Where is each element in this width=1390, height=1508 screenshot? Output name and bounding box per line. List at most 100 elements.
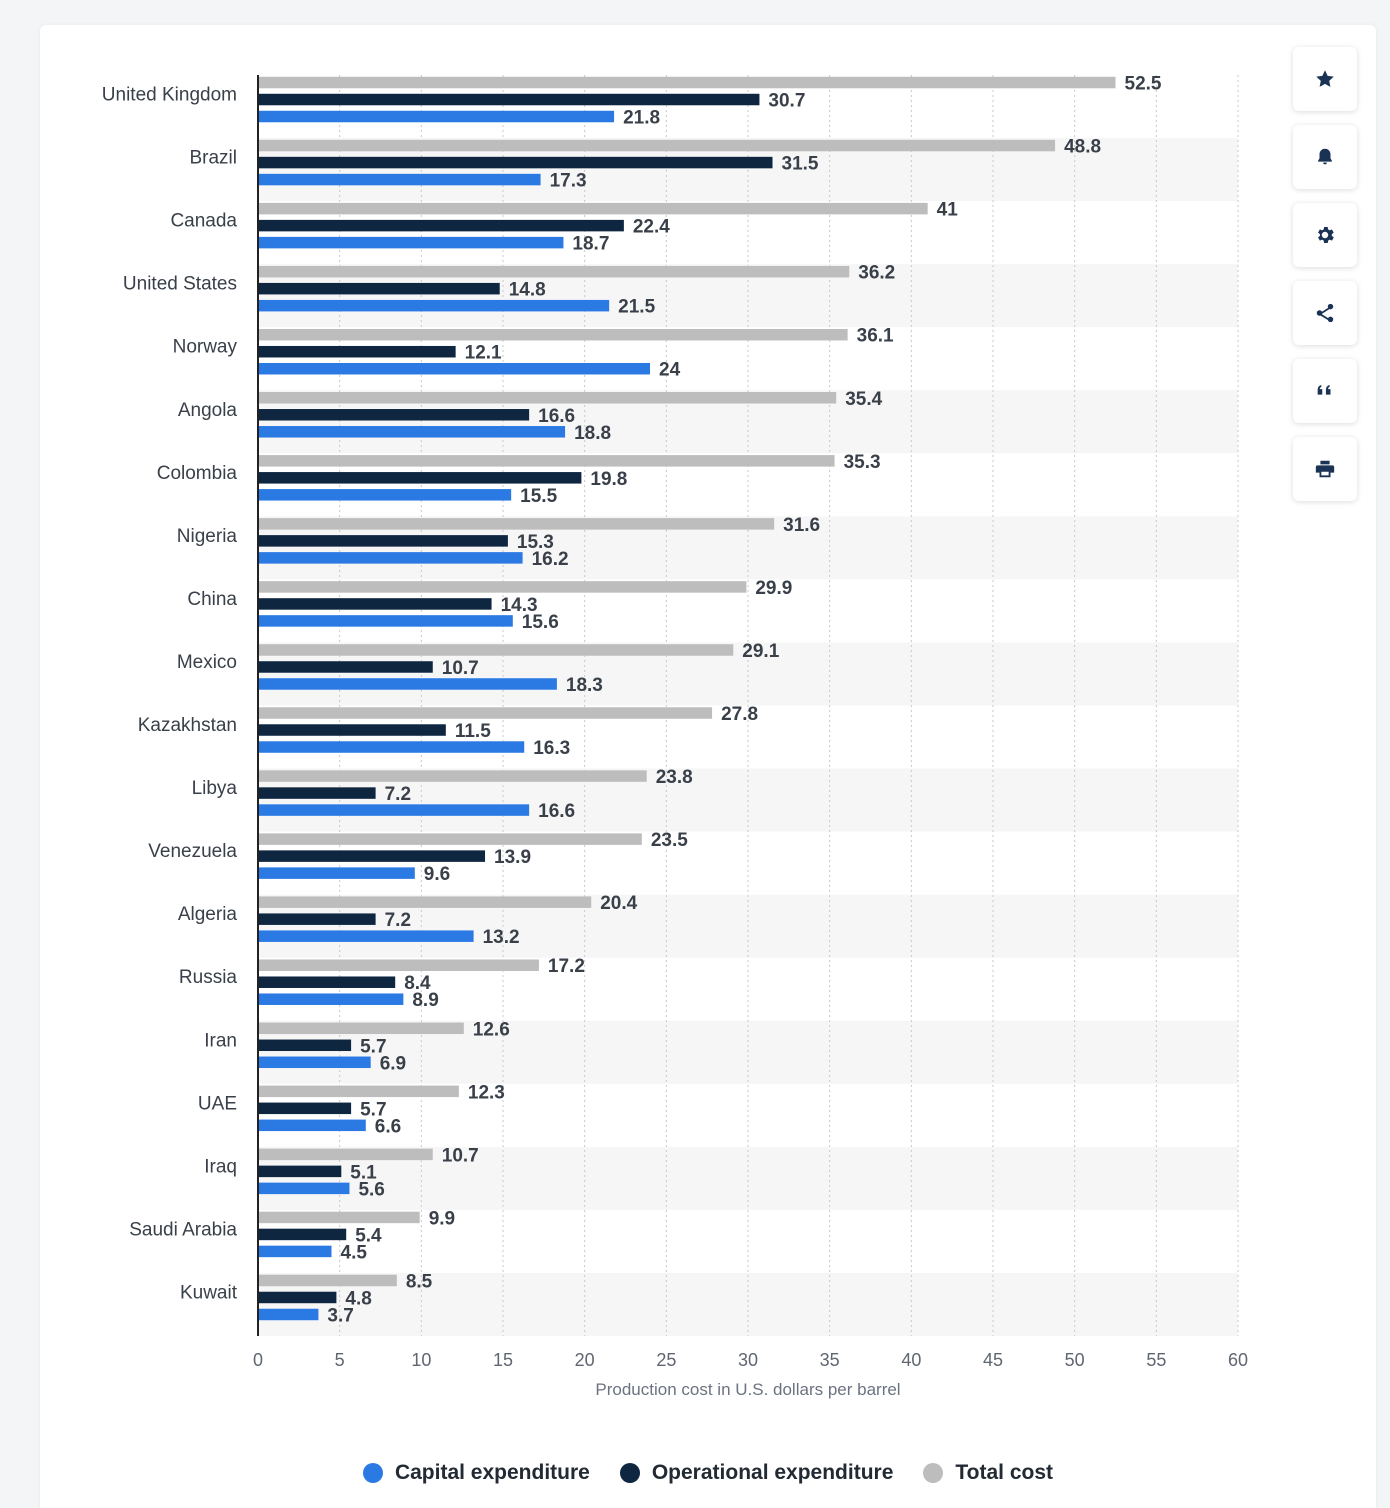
bar-capital-expenditure[interactable]	[258, 930, 474, 942]
bar-operational-expenditure[interactable]	[258, 724, 446, 736]
legend-item-total[interactable]: Total cost	[923, 1461, 1053, 1485]
bar-capital-expenditure[interactable]	[258, 867, 415, 879]
bar-operational-expenditure[interactable]	[258, 850, 486, 862]
bar-total-cost[interactable]	[258, 518, 775, 530]
bar-operational-expenditure[interactable]	[258, 976, 396, 988]
bar-operational-expenditure[interactable]	[258, 156, 773, 169]
bar-total-cost[interactable]	[258, 139, 1056, 152]
bar-capital-expenditure[interactable]	[258, 1308, 319, 1321]
bar-capital-expenditure[interactable]	[258, 173, 541, 186]
value-label: 9.9	[429, 1208, 455, 1229]
bar-operational-expenditure[interactable]	[258, 535, 508, 547]
legend-item-operational[interactable]: Operational expenditure	[619, 1461, 893, 1485]
bar-total-cost[interactable]	[258, 707, 713, 719]
x-tick-label: 0	[253, 1350, 263, 1370]
favorite-button[interactable]	[1293, 47, 1357, 111]
bar-capital-expenditure[interactable]	[258, 110, 615, 123]
bar-capital-expenditure[interactable]	[258, 804, 530, 816]
category-label: UAE	[198, 1093, 237, 1114]
print-button[interactable]	[1293, 437, 1357, 501]
bar-operational-expenditure[interactable]	[258, 598, 492, 610]
value-label: 22.4	[633, 217, 670, 238]
toolbar	[1293, 47, 1357, 515]
bar-operational-expenditure[interactable]	[258, 409, 530, 421]
bar-operational-expenditure[interactable]	[258, 93, 760, 106]
value-label: 30.7	[768, 91, 805, 112]
value-label: 31.5	[782, 154, 819, 175]
bar-capital-expenditure[interactable]	[258, 236, 564, 249]
bar-capital-expenditure[interactable]	[258, 615, 513, 627]
bar-total-cost[interactable]	[258, 1085, 459, 1098]
value-label: 20.4	[600, 893, 637, 914]
bar-total-cost[interactable]	[258, 392, 837, 404]
settings-button[interactable]	[1293, 203, 1357, 267]
bar-total-cost[interactable]	[258, 1274, 397, 1287]
bar-operational-expenditure[interactable]	[258, 345, 456, 358]
x-tick-label: 40	[901, 1350, 921, 1370]
bar-operational-expenditure[interactable]	[258, 913, 376, 925]
category-label: Colombia	[157, 463, 238, 484]
bar-operational-expenditure[interactable]	[258, 282, 500, 295]
bar-capital-expenditure[interactable]	[258, 1245, 332, 1258]
bar-total-cost[interactable]	[258, 265, 850, 278]
bar-operational-expenditure[interactable]	[258, 1165, 342, 1178]
bar-total-cost[interactable]	[258, 455, 835, 467]
bar-capital-expenditure[interactable]	[258, 552, 523, 564]
bar-operational-expenditure[interactable]	[258, 661, 433, 673]
x-tick-label: 35	[820, 1350, 840, 1370]
value-label: 18.8	[574, 423, 611, 444]
bar-total-cost[interactable]	[258, 202, 928, 215]
value-labels: 52.5 30.7 21.8 48.8 31.5 17.3 41 22.4 18.7 36.2 14…	[327, 74, 1161, 1327]
notification-button[interactable]	[1293, 125, 1357, 189]
bar-total-cost[interactable]	[258, 76, 1116, 89]
bar-operational-expenditure[interactable]	[258, 1228, 347, 1241]
bar-capital-expenditure[interactable]	[258, 1119, 366, 1132]
value-label: 16.2	[532, 549, 569, 570]
bar-operational-expenditure[interactable]	[258, 787, 376, 799]
legend-item-capital[interactable]: Capital expenditure	[362, 1461, 590, 1485]
value-label: 17.3	[550, 171, 587, 192]
bar-total-cost[interactable]	[258, 770, 647, 782]
x-tick-label: 25	[656, 1350, 676, 1370]
bar-operational-expenditure[interactable]	[258, 1102, 352, 1115]
bar-capital-expenditure[interactable]	[258, 362, 650, 375]
bar-capital-expenditure[interactable]	[258, 426, 566, 438]
value-label: 15.6	[522, 612, 559, 633]
bar-total-cost[interactable]	[258, 959, 539, 971]
bar-capital-expenditure[interactable]	[258, 1182, 350, 1195]
bar-total-cost[interactable]	[258, 1022, 464, 1035]
bar-chart: 52.5 30.7 21.8 48.8 31.5 17.3 41 22.4 18.7 36.2 14…	[102, 74, 1248, 1399]
value-label: 21.5	[618, 297, 655, 318]
bar-total-cost[interactable]	[258, 1211, 420, 1224]
x-tick-label: 5	[335, 1350, 345, 1370]
bar-capital-expenditure[interactable]	[258, 741, 525, 753]
value-label: 8.5	[406, 1271, 433, 1292]
bar-capital-expenditure[interactable]	[258, 299, 610, 312]
bar-total-cost[interactable]	[258, 833, 642, 845]
value-label: 5.1	[350, 1162, 377, 1183]
bar-operational-expenditure[interactable]	[258, 219, 624, 232]
value-label: 5.4	[355, 1225, 382, 1246]
bar-operational-expenditure[interactable]	[258, 1291, 337, 1304]
x-tick-label: 20	[575, 1350, 595, 1370]
bar-operational-expenditure[interactable]	[258, 472, 582, 484]
value-label: 16.6	[538, 406, 575, 427]
category-label: Saudi Arabia	[129, 1219, 237, 1240]
bar-capital-expenditure[interactable]	[258, 678, 557, 690]
bar-capital-expenditure[interactable]	[258, 993, 404, 1005]
bar-total-cost[interactable]	[258, 644, 734, 656]
bar-capital-expenditure[interactable]	[258, 1056, 371, 1069]
x-tick-label: 60	[1228, 1350, 1248, 1370]
cite-button[interactable]	[1293, 359, 1357, 423]
x-axis-title: Production cost in U.S. dollars per barr…	[595, 1380, 900, 1399]
bar-operational-expenditure[interactable]	[258, 1039, 352, 1052]
bar-total-cost[interactable]	[258, 328, 848, 341]
bar-total-cost[interactable]	[258, 896, 592, 908]
bar-capital-expenditure[interactable]	[258, 489, 512, 501]
category-label: Mexico	[177, 652, 237, 673]
value-label: 19.8	[590, 469, 627, 490]
share-button[interactable]	[1293, 281, 1357, 345]
value-label: 14.8	[509, 280, 546, 301]
bar-total-cost[interactable]	[258, 1148, 433, 1161]
bar-total-cost[interactable]	[258, 581, 747, 593]
